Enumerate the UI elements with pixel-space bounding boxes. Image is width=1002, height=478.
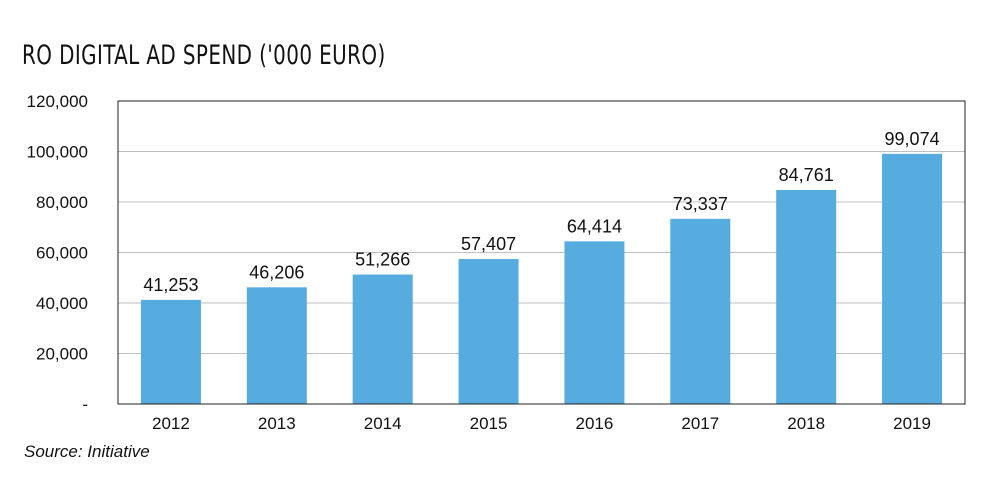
grid-lines [118,151,965,354]
y-tick-label: 60,000 [36,244,88,263]
bar-2015 [458,259,519,404]
x-tick-label-2016: 2016 [576,414,614,433]
y-axis-tick-labels: - 20,000 40,000 60,000 80,000 100,000 120,000 [27,92,88,414]
x-tick-label-2017: 2017 [681,414,719,433]
data-label-2016: 64,414 [567,216,622,236]
bar-2013 [246,287,307,404]
data-label-2014: 51,266 [355,250,410,270]
bar-2016 [564,241,625,404]
y-tick-label: - [82,395,88,414]
chart-title: RO DIGITAL AD SPEND ('000 EURO) [22,40,386,71]
x-tick-label-2015: 2015 [470,414,508,433]
y-tick-label: 20,000 [36,345,88,364]
data-label-2015: 57,407 [461,234,516,254]
x-tick-label-2019: 2019 [893,414,931,433]
y-tick-label: 40,000 [36,294,88,313]
data-label-2018: 84,761 [779,165,834,185]
plot-area-frame [117,100,966,405]
x-tick-label-2014: 2014 [364,414,402,433]
data-label-2012: 41,253 [143,275,198,295]
y-tick-label: 80,000 [36,193,88,212]
x-tick-label-2013: 2013 [258,414,296,433]
x-axis-tick-labels: 2012 2013 2014 2015 2016 2017 2018 2019 [152,414,931,433]
bars [140,153,943,404]
y-tick-label: 100,000 [27,143,88,162]
bar-2014 [352,274,413,404]
data-label-2013: 46,206 [249,262,304,282]
bar-2018 [776,189,837,404]
data-label-2017: 73,337 [673,194,728,214]
y-tick-label: 120,000 [27,92,88,111]
data-labels: 41,253 46,206 51,266 57,407 64,414 73,337 84,7… [143,129,939,295]
bar-2019 [882,153,943,404]
x-tick-label-2012: 2012 [152,414,190,433]
bar-2012 [140,299,201,404]
bar-2017 [670,218,731,404]
x-tick-label-2018: 2018 [787,414,825,433]
source-note: Source: Initiative [24,442,150,461]
data-label-2019: 99,074 [885,129,940,149]
